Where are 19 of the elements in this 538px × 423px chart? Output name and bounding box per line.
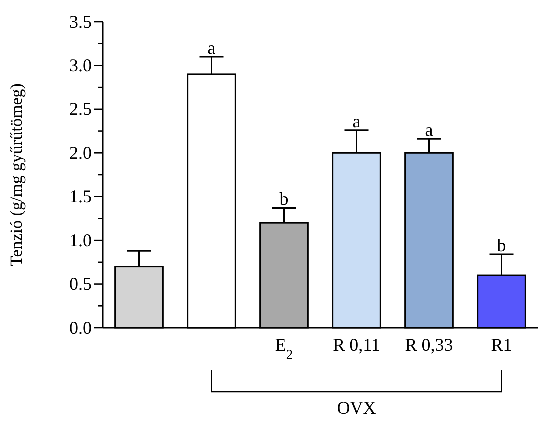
x-tick-label: R 0,11 <box>333 334 380 355</box>
x-tick-label: R 0,33 <box>405 334 454 355</box>
y-tick-label: 3.0 <box>70 55 92 76</box>
y-tick-label: 1.0 <box>70 230 92 250</box>
data-label: b <box>497 236 506 256</box>
y-tick-label: 3.5 <box>70 12 92 32</box>
y-tick-label: 0.5 <box>70 274 92 294</box>
y-tick-label: 1.5 <box>70 186 92 207</box>
y-tick-label: 2.5 <box>70 99 92 120</box>
data-label: b <box>280 189 289 210</box>
x-tick-label: R1 <box>491 334 512 355</box>
y-tick-label: 2.0 <box>70 142 92 163</box>
y-axis-title: Tenzió (g/mg gyűrűtömeg) <box>7 84 26 266</box>
data-label: a <box>208 38 216 58</box>
y-tick-label: 0.0 <box>70 318 92 338</box>
x-tick-label: E$_{2}$ <box>275 334 294 362</box>
data-label: a <box>425 120 434 140</box>
text: OVX <box>337 398 376 418</box>
data-label: a <box>352 111 361 132</box>
